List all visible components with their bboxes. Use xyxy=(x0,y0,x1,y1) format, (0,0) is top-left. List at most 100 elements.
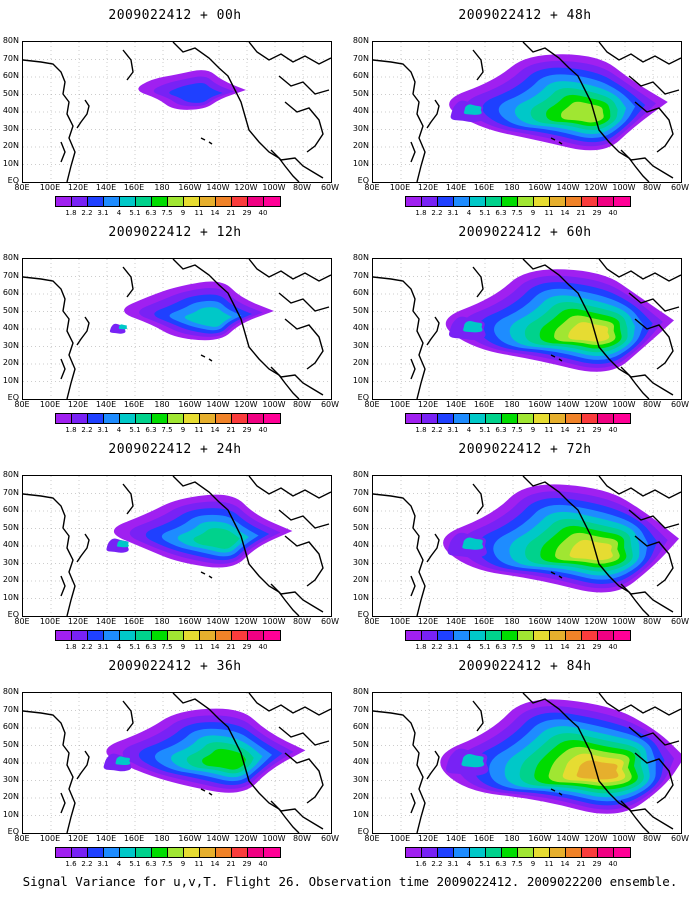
colorbar-swatch xyxy=(502,631,518,640)
coastline xyxy=(522,259,650,399)
colorbar-level-label: 2.2 xyxy=(431,426,443,434)
lon-tick-label: 160E xyxy=(473,183,495,192)
lon-tick-label: 80E xyxy=(364,400,380,409)
lon-tick-label: 180 xyxy=(154,183,170,192)
map-frame xyxy=(22,692,332,834)
lon-tick-label: 140E xyxy=(445,834,467,843)
colorbar-swatch xyxy=(518,197,534,206)
colorbar-swatch xyxy=(470,631,486,640)
lon-tick-label: 160E xyxy=(473,400,495,409)
lat-tick-label: 20N xyxy=(352,358,369,367)
colorbar-swatch xyxy=(518,631,534,640)
colorbar-level-label: 21 xyxy=(226,426,236,434)
colorbar-level-label: 9 xyxy=(530,860,536,868)
colorbar-swatch xyxy=(614,848,630,857)
coastline xyxy=(270,583,324,613)
coastline xyxy=(634,752,674,804)
lon-tick-label: 160E xyxy=(473,617,495,626)
lon-tick-label: 100W xyxy=(612,617,636,626)
colorbar-swatch xyxy=(582,848,598,857)
lat-tick-label: 60N xyxy=(2,288,19,297)
colorbar-level-label: 14 xyxy=(210,860,220,868)
map-panel: 2009022412 + 72h 80N 70N 60N 50N 40N 30N 20N 10N… xyxy=(350,434,700,659)
coastline xyxy=(172,476,300,616)
colorbar-swatch xyxy=(72,197,88,206)
lon-tick-label: 180 xyxy=(504,183,520,192)
colorbar xyxy=(405,847,631,858)
coastline xyxy=(60,575,66,597)
coastline xyxy=(472,700,484,732)
lon-tick-label: 120E xyxy=(417,400,439,409)
lon-tick-label: 100E xyxy=(39,834,61,843)
coastline xyxy=(558,575,563,579)
colorbar-swatch xyxy=(422,414,438,423)
coastline xyxy=(550,354,556,358)
lon-tick-label: 80W xyxy=(292,183,312,192)
coastline xyxy=(410,358,416,380)
colorbar-swatch xyxy=(56,197,72,206)
colorbar-swatch xyxy=(184,631,200,640)
variance-contour xyxy=(569,539,613,561)
map-frame xyxy=(372,692,682,834)
coastline xyxy=(208,792,213,796)
colorbar-swatch xyxy=(566,848,582,857)
colorbar-swatch xyxy=(470,848,486,857)
lat-tick-label: 80N xyxy=(2,470,19,479)
coastline xyxy=(426,533,440,563)
colorbar-swatch xyxy=(534,631,550,640)
colorbar-swatch xyxy=(534,848,550,857)
colorbar-swatch xyxy=(120,631,136,640)
colorbar-swatch xyxy=(248,631,264,640)
lon-tick-label: 160W xyxy=(528,183,552,192)
colorbar-swatch xyxy=(184,848,200,857)
lon-tick-label: 120E xyxy=(417,617,439,626)
colorbar-swatch xyxy=(264,848,280,857)
colorbar-level-label: 3.1 xyxy=(447,209,459,217)
colorbar-level-label: 40 xyxy=(258,643,268,651)
colorbar xyxy=(55,630,281,641)
contour-map xyxy=(23,693,331,833)
lon-tick-label: 100E xyxy=(389,834,411,843)
lon-tick-label: 160W xyxy=(178,834,202,843)
contour-map xyxy=(23,42,331,182)
panel-title: 2009022412 + 48h xyxy=(458,8,592,23)
colorbar-level-label: 9 xyxy=(180,860,186,868)
lon-tick-label: 100E xyxy=(39,183,61,192)
lat-tick-label: 20N xyxy=(2,575,19,584)
colorbar-swatch xyxy=(184,414,200,423)
colorbar-level-label: 14 xyxy=(210,643,220,651)
colorbar-swatch xyxy=(550,414,566,423)
colorbar-swatch xyxy=(184,197,200,206)
lat-tick-label: 60N xyxy=(352,288,369,297)
lat-tick-label: EQ xyxy=(357,176,369,185)
coastline xyxy=(278,509,330,529)
map-panel: 2009022412 + 84h 80N 70N 60N 50N 40N 30N 20N 10N… xyxy=(350,651,700,876)
colorbar-level-label: 40 xyxy=(608,643,618,651)
coastline xyxy=(284,535,324,587)
colorbar-swatch xyxy=(136,631,152,640)
coastline xyxy=(270,149,324,179)
colorbar-level-label: 11 xyxy=(544,860,554,868)
lon-tick-label: 60W xyxy=(320,183,340,192)
coastline xyxy=(284,101,324,153)
colorbar-swatch xyxy=(406,631,422,640)
lon-tick-label: 180 xyxy=(154,400,170,409)
map-frame xyxy=(372,258,682,400)
colorbar-swatch xyxy=(438,631,454,640)
coastline xyxy=(60,141,66,163)
coastline xyxy=(628,75,680,95)
variance-contour xyxy=(193,528,240,549)
colorbar-swatch xyxy=(470,197,486,206)
coastline xyxy=(248,42,331,65)
coastline xyxy=(410,575,416,597)
lon-tick-label: 160W xyxy=(178,183,202,192)
colorbar-level-label: 7.5 xyxy=(161,426,173,434)
colorbar-level-label: 14 xyxy=(560,426,570,434)
colorbar-level-label: 21 xyxy=(576,860,586,868)
coastline xyxy=(522,693,650,833)
coastline xyxy=(558,358,563,362)
colorbar-swatch xyxy=(422,631,438,640)
coastline xyxy=(373,276,426,399)
colorbar-level-label: 5.1 xyxy=(479,643,491,651)
colorbar-swatch xyxy=(454,414,470,423)
